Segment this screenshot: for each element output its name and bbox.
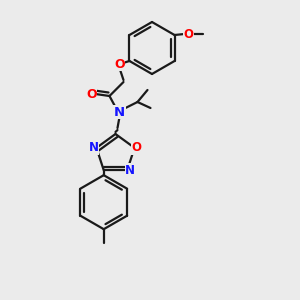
Text: O: O: [86, 88, 97, 100]
Text: N: N: [88, 141, 98, 154]
Text: N: N: [114, 106, 125, 118]
Text: O: O: [114, 58, 125, 70]
Text: O: O: [184, 28, 194, 40]
Text: N: N: [125, 164, 135, 177]
Text: O: O: [131, 141, 142, 154]
